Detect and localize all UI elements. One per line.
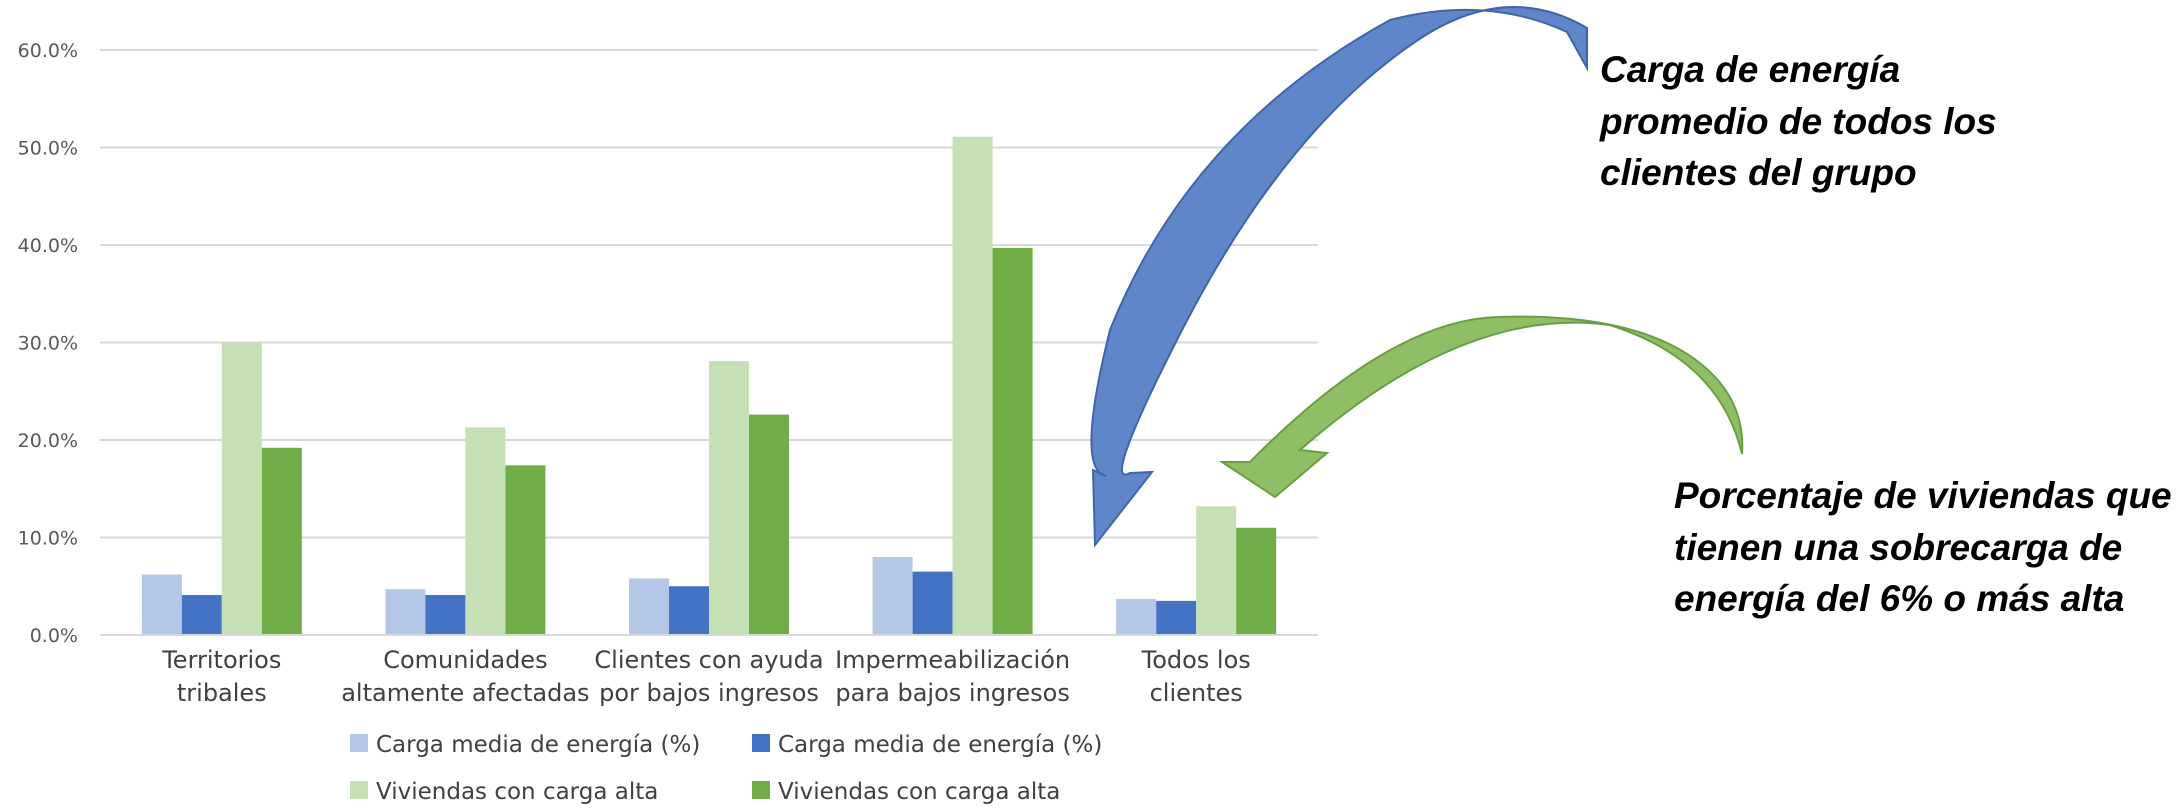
category-label: tribales [177, 679, 267, 707]
y-tick-label: 30.0% [18, 333, 78, 355]
bar [992, 247, 1033, 636]
bar [912, 571, 953, 635]
annotation-blue: Carga de energía promedio de todos los c… [1599, 49, 2007, 193]
y-tick-label: 0.0% [30, 625, 78, 647]
bar [749, 414, 789, 635]
annotation-green-line-3: energía del 6% o más alta [1674, 578, 2124, 619]
annotation-blue-line-2: promedio de todos los [1599, 101, 1997, 142]
legend-label: Viviendas con carga alta [376, 779, 658, 805]
bar [385, 589, 426, 635]
y-tick-label: 20.0% [18, 430, 78, 452]
bar [1156, 600, 1197, 635]
category-label: por bajos ingresos [599, 679, 819, 707]
category-label: Todos los [1141, 646, 1251, 674]
bar [425, 595, 466, 635]
bar [261, 447, 302, 635]
y-tick-label: 50.0% [18, 138, 78, 160]
annotation-blue-line-3: clientes del grupo [1600, 152, 1917, 193]
legend-swatch [350, 734, 368, 752]
y-tick-label: 40.0% [18, 235, 78, 257]
annotation-green-line-2: tienen una sobrecarga de [1674, 527, 2122, 568]
bar [505, 465, 546, 635]
bar [221, 342, 262, 635]
annotation-green-line-1: Porcentaje de viviendas que [1674, 475, 2172, 516]
legend-label: Viviendas con carga alta [778, 779, 1060, 805]
category-label: Impermeabilización [835, 646, 1070, 674]
legend-label: Carga media de energía (%) [376, 732, 700, 758]
category-label: altamente afectadas [341, 679, 589, 707]
annotation-green: Porcentaje de viviendas que tienen una s… [1674, 475, 2182, 619]
annotation-blue-line-1: Carga de energía [1600, 49, 1900, 90]
gridlines [100, 49, 1318, 539]
legend: Carga media de energía (%) Carga media de… [350, 732, 1102, 805]
category-label: clientes [1150, 679, 1243, 707]
bars [141, 136, 1277, 636]
bar [1196, 506, 1237, 635]
bar [952, 136, 993, 635]
category-labels: Territorios tribales Comunidades altamente … [161, 646, 1251, 707]
y-tick-label: 10.0% [18, 528, 78, 550]
legend-swatch [752, 781, 770, 799]
category-label: Clientes con ayuda [594, 646, 823, 674]
bar [465, 427, 506, 635]
bar [669, 586, 709, 635]
blue-arrow [1090, 6, 1588, 548]
green-arrow [1218, 315, 1744, 499]
bar [872, 557, 913, 635]
blue-arrow-shape [1090, 6, 1588, 548]
bar [709, 361, 749, 635]
bar [629, 578, 669, 635]
legend-label: Carga media de energía (%) [778, 732, 1102, 758]
bar [141, 574, 182, 635]
category-label: para bajos ingresos [835, 679, 1069, 707]
green-arrow-shape [1218, 315, 1744, 499]
y-tick-label: 60.0% [18, 40, 78, 62]
y-axis-ticks: 0.0% 10.0% 20.0% 30.0% 40.0% 50.0% 60.0% [18, 40, 78, 647]
bar [1236, 527, 1277, 635]
legend-swatch [350, 781, 368, 799]
bar [1116, 598, 1157, 635]
legend-swatch [752, 734, 770, 752]
category-label: Territorios [161, 646, 281, 674]
bar [181, 595, 222, 635]
category-label: Comunidades [383, 646, 547, 674]
